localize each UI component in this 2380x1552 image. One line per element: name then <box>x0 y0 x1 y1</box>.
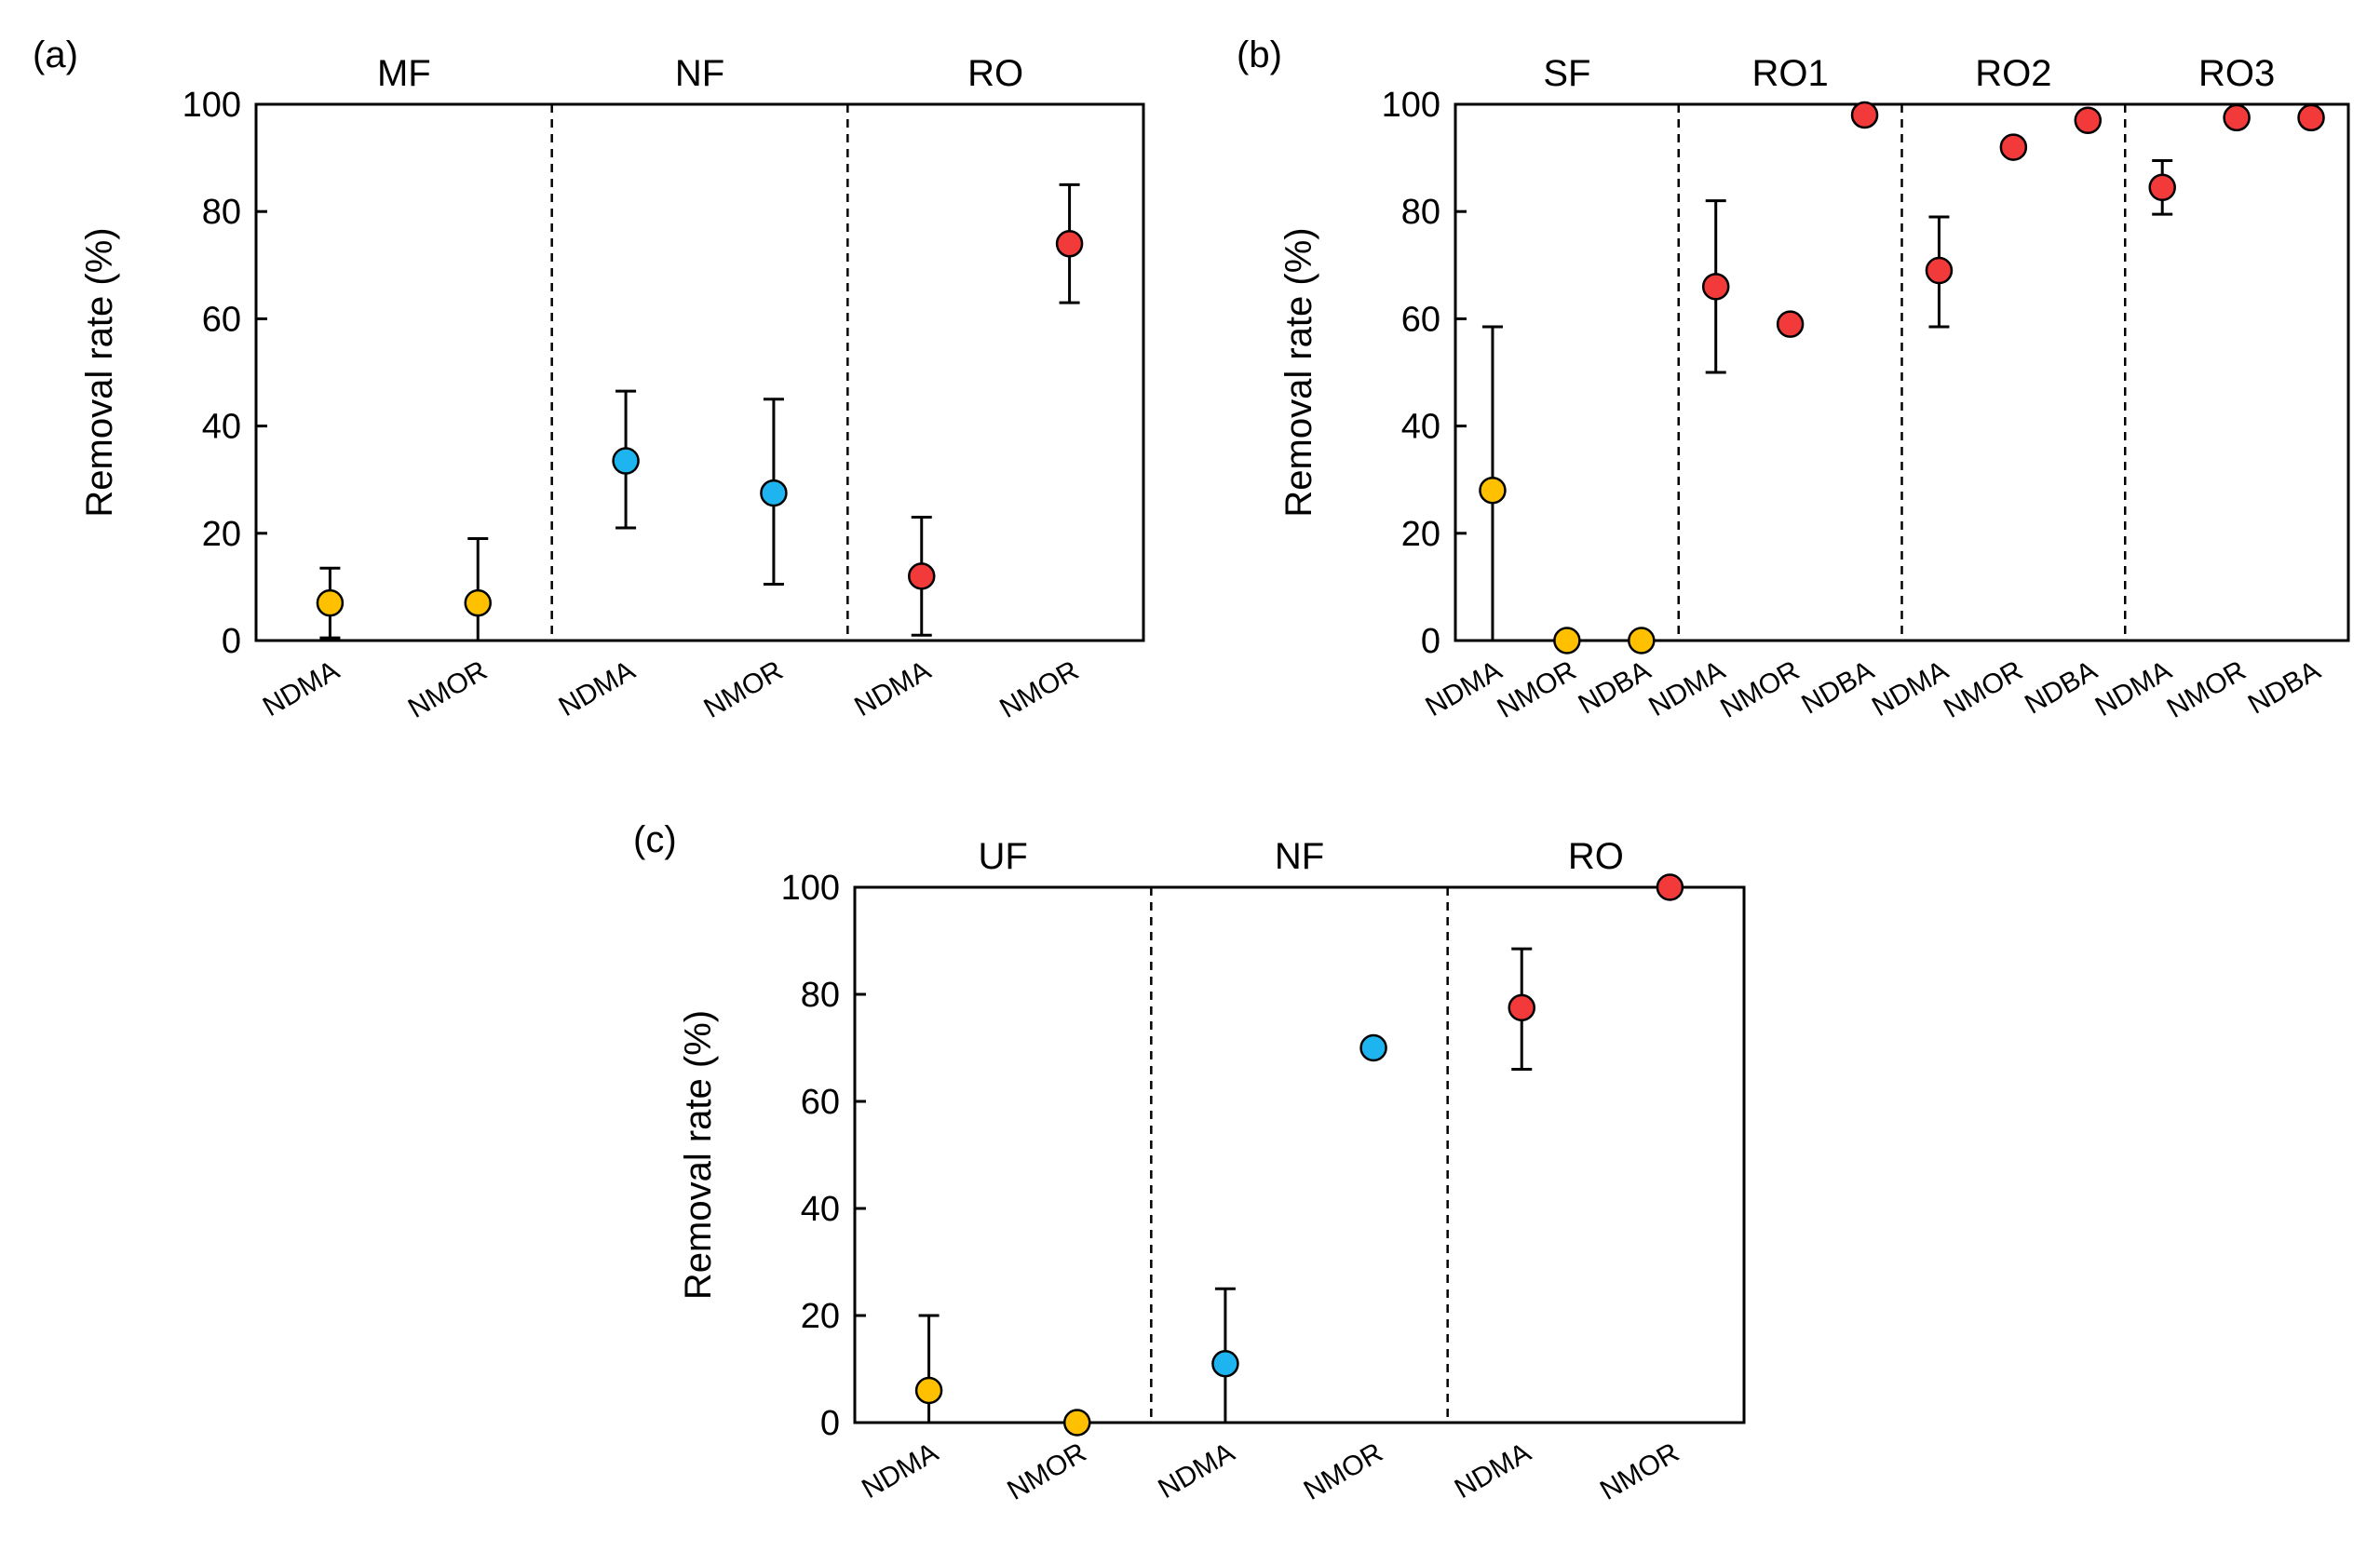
data-point <box>1211 1350 1239 1378</box>
y-tick-label: 60 <box>1401 300 1440 339</box>
category-label: NMOR <box>1939 655 2028 723</box>
panel-label: (b) <box>1237 34 1282 75</box>
data-point <box>1479 476 1507 505</box>
group-label: SF <box>1543 53 1590 94</box>
data-point <box>1776 310 1805 338</box>
y-tick-label: 40 <box>202 408 241 447</box>
data-point <box>464 588 492 617</box>
plot-frame <box>254 102 1145 642</box>
group-label: RO <box>1568 836 1624 877</box>
y-tick-label: 100 <box>183 86 241 125</box>
group-label: UF <box>979 836 1028 877</box>
group-label: NF <box>675 53 724 94</box>
data-point <box>1850 101 1879 129</box>
category-label: NDMA <box>258 655 345 722</box>
panel-c: (c) 0 20 40 60 80 100 Removal rate (%) UF NDMA NMO… <box>633 819 1746 1506</box>
data-point <box>2074 106 2103 135</box>
data-point <box>1925 256 1954 285</box>
category-label: NDMA <box>554 655 641 722</box>
category-label: NDMA <box>1643 655 1730 722</box>
data-point <box>2223 103 2251 132</box>
data-point <box>1656 873 1684 901</box>
data-point <box>1701 273 1730 301</box>
y-tick-label: 80 <box>1401 193 1440 232</box>
group-label: RO2 <box>1975 53 2051 94</box>
y-tick-label: 0 <box>222 622 241 661</box>
category-label: NMOR <box>994 655 1084 723</box>
group-label: RO3 <box>2198 53 2275 94</box>
category-label: NDMA <box>1450 1437 1536 1505</box>
group-label: NF <box>1275 836 1324 877</box>
data-point <box>914 1376 943 1405</box>
data-point <box>1055 230 1084 258</box>
data-point <box>2148 173 2176 202</box>
y-tick-label: 40 <box>801 1190 840 1229</box>
category-label: NMOR <box>2162 655 2252 723</box>
category-label: NMOR <box>1002 1437 1091 1505</box>
data-point <box>1359 1033 1387 1062</box>
data-point <box>1553 627 1581 655</box>
category-label: NMOR <box>699 655 789 723</box>
category-label: NMOR <box>1595 1437 1684 1505</box>
category-label: NDMA <box>2090 655 2177 722</box>
y-axis-title: Removal rate (%) <box>79 227 120 517</box>
panel-label: (a) <box>33 34 78 75</box>
y-tick-label: 80 <box>202 193 241 232</box>
y-tick-label: 0 <box>820 1404 840 1443</box>
y-tick-label: 0 <box>1421 622 1440 661</box>
panel-label: (c) <box>633 819 677 860</box>
y-tick-label: 20 <box>801 1297 840 1336</box>
plot-frame <box>853 885 1746 1424</box>
category-label: NDMA <box>857 1437 943 1505</box>
y-axis-title: Removal rate (%) <box>1278 227 1319 517</box>
y-tick-label: 40 <box>1401 408 1440 447</box>
category-label: NDMA <box>1420 655 1507 722</box>
category-label: NDMA <box>1867 655 1954 722</box>
data-point <box>316 588 345 617</box>
y-axis-title: Removal rate (%) <box>678 1010 719 1300</box>
group-label: RO <box>967 53 1023 94</box>
y-tick-label: 20 <box>202 515 241 554</box>
y-tick-label: 100 <box>1382 86 1440 125</box>
data-point <box>1999 133 2028 161</box>
category-label: NDBA <box>2243 655 2326 720</box>
data-point <box>1063 1409 1091 1437</box>
data-point <box>760 479 788 507</box>
data-point <box>1628 627 1656 655</box>
group-label: MF <box>377 53 431 94</box>
category-label: NDBA <box>1574 655 1657 720</box>
y-tick-label: 60 <box>202 300 241 339</box>
data-point <box>908 562 936 590</box>
data-point <box>2297 103 2325 132</box>
category-label: NMOR <box>1715 655 1805 723</box>
category-label: NMOR <box>1492 655 1581 723</box>
y-tick-label: 20 <box>1401 515 1440 554</box>
category-label: NDMA <box>849 655 936 722</box>
category-label: NDBA <box>1796 655 1879 720</box>
data-point <box>612 447 640 475</box>
panel-a: (a) 0 20 40 60 80 100 Removal rate (%) MF NDMA NMO… <box>33 34 1145 724</box>
category-label: NMOR <box>403 655 493 723</box>
y-tick-label: 80 <box>801 976 840 1015</box>
data-point <box>1508 993 1535 1022</box>
category-label: NDMA <box>1153 1437 1239 1505</box>
group-label: RO1 <box>1752 53 1829 94</box>
y-tick-label: 60 <box>801 1083 840 1122</box>
category-label: NMOR <box>1299 1437 1388 1505</box>
category-label: NDBA <box>2020 655 2103 720</box>
y-tick-label: 100 <box>781 869 840 908</box>
